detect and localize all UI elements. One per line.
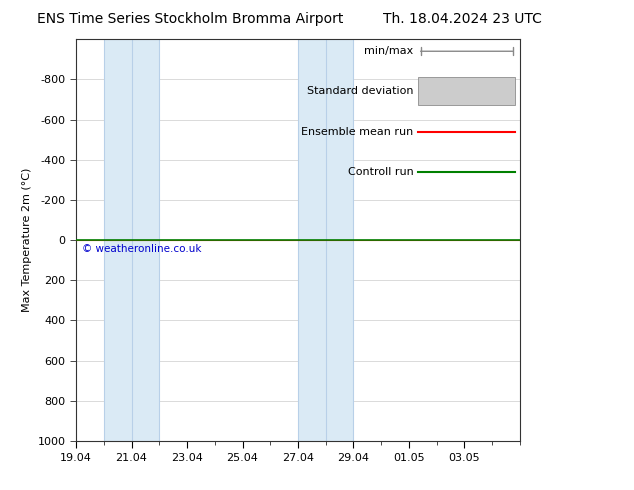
Y-axis label: Max Temperature 2m (°C): Max Temperature 2m (°C) bbox=[22, 168, 32, 312]
Text: Ensemble mean run: Ensemble mean run bbox=[301, 126, 413, 137]
FancyBboxPatch shape bbox=[418, 77, 515, 105]
Text: Standard deviation: Standard deviation bbox=[307, 86, 413, 97]
Bar bbox=[104, 39, 132, 441]
Text: © weatheronline.co.uk: © weatheronline.co.uk bbox=[82, 244, 201, 254]
Text: ENS Time Series Stockholm Bromma Airport: ENS Time Series Stockholm Bromma Airport bbox=[37, 12, 344, 26]
Text: Th. 18.04.2024 23 UTC: Th. 18.04.2024 23 UTC bbox=[384, 12, 542, 26]
Text: min/max: min/max bbox=[364, 46, 413, 56]
Text: Controll run: Controll run bbox=[347, 167, 413, 177]
Bar bbox=[298, 39, 326, 441]
Bar bbox=[326, 39, 354, 441]
Bar bbox=[132, 39, 159, 441]
